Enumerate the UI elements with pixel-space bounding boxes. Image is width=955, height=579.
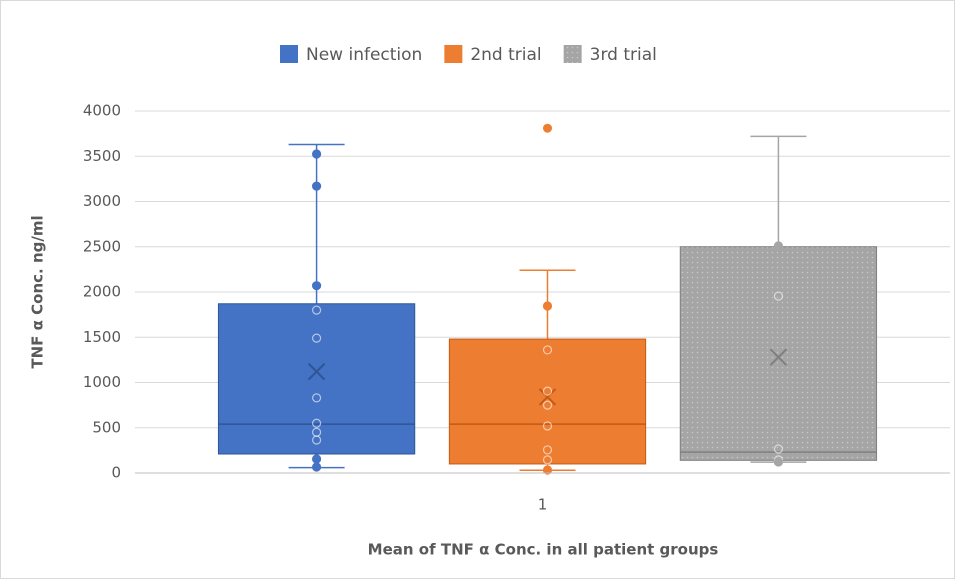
legend-swatch — [444, 45, 463, 63]
x-tick-label: 1 — [538, 496, 548, 514]
data-point — [311, 305, 322, 315]
mean-marker — [538, 388, 557, 406]
data-point — [542, 465, 553, 475]
data-point — [542, 455, 553, 465]
data-point — [773, 457, 784, 467]
data-point — [542, 301, 553, 311]
y-axis-title: TNF α Conc. ng/ml — [29, 215, 47, 368]
data-point — [542, 386, 553, 396]
box — [217, 303, 416, 455]
y-tick-label: 2000 — [83, 283, 121, 301]
data-point — [311, 149, 322, 159]
y-tick-label: 1500 — [83, 328, 121, 346]
y-tick-label: 4000 — [83, 102, 121, 120]
y-tick-label: 3500 — [83, 147, 121, 165]
data-point — [311, 393, 322, 403]
mean-marker — [769, 348, 788, 366]
data-point — [542, 400, 553, 410]
data-point — [773, 291, 784, 301]
x-axis-title: Mean of TNF α Conc. in all patient group… — [368, 541, 719, 559]
outlier — [543, 123, 552, 133]
legend-swatch — [563, 45, 582, 63]
y-tick-label: 3000 — [83, 192, 121, 210]
legend-label: 3rd trial — [590, 45, 657, 65]
box — [679, 246, 878, 461]
data-point — [311, 333, 322, 343]
legend-swatch — [280, 45, 298, 63]
y-tick-label: 0 — [111, 464, 121, 482]
data-point — [311, 281, 322, 291]
y-tick-label: 500 — [92, 418, 121, 436]
y-tick-label: 1000 — [83, 373, 121, 391]
data-point — [311, 435, 322, 445]
legend-label: New infection — [306, 45, 422, 65]
data-point — [311, 181, 322, 191]
mean-marker — [307, 362, 326, 381]
legend-label: 2nd trial — [470, 45, 541, 65]
data-point — [311, 454, 322, 464]
data-point — [542, 345, 553, 355]
data-point — [773, 444, 784, 454]
data-point — [542, 421, 553, 431]
data-point — [542, 445, 553, 455]
data-point — [311, 418, 322, 428]
y-tick-label: 2500 — [83, 237, 121, 255]
data-point — [311, 462, 322, 472]
data-point — [773, 241, 784, 251]
